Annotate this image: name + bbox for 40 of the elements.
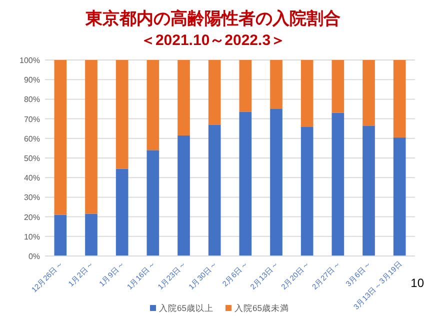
y-tick-label: 60%: [24, 134, 40, 144]
bar: [239, 112, 252, 256]
bar: [54, 214, 67, 256]
bar: [178, 135, 190, 256]
bar: [393, 60, 406, 138]
y-tick-label: 80%: [24, 95, 40, 104]
bar: [208, 60, 221, 125]
y-tick-label: 0%: [28, 252, 40, 261]
y-tick-label: 10%: [24, 232, 40, 242]
bar: [116, 168, 128, 256]
bar: [332, 112, 344, 256]
bar: [208, 124, 221, 256]
chart-title: 東京都内の高齢陽性者の入院割合: [84, 9, 340, 28]
bar: [146, 150, 160, 256]
bar: [146, 60, 160, 150]
bar: [270, 109, 282, 256]
bar: [239, 60, 252, 112]
bar: [54, 60, 67, 215]
bar: [178, 60, 190, 136]
y-tick-label: 50%: [24, 154, 40, 163]
y-tick-label: 70%: [24, 114, 40, 124]
bar: [300, 126, 314, 256]
y-tick-label: 40%: [24, 174, 40, 183]
y-tick-label: 30%: [24, 193, 40, 202]
y-tick-label: 100%: [20, 56, 40, 65]
bar: [85, 60, 98, 214]
legend-label: 入院65歳以上: [159, 303, 214, 313]
y-tick-label: 20%: [24, 212, 40, 222]
y-tick-label: 90%: [24, 76, 40, 85]
chart-subtitle: ＜2021.10～2022.3＞: [140, 32, 286, 49]
legend-label: 入院65歳未満: [234, 303, 289, 313]
bar: [116, 60, 128, 169]
bar: [332, 60, 344, 113]
text: 10: [410, 276, 424, 290]
bar: [85, 214, 98, 256]
bar: [270, 60, 282, 109]
bar: [362, 126, 375, 256]
bar: [300, 60, 314, 127]
bar: [362, 60, 375, 126]
bar: [393, 137, 406, 256]
